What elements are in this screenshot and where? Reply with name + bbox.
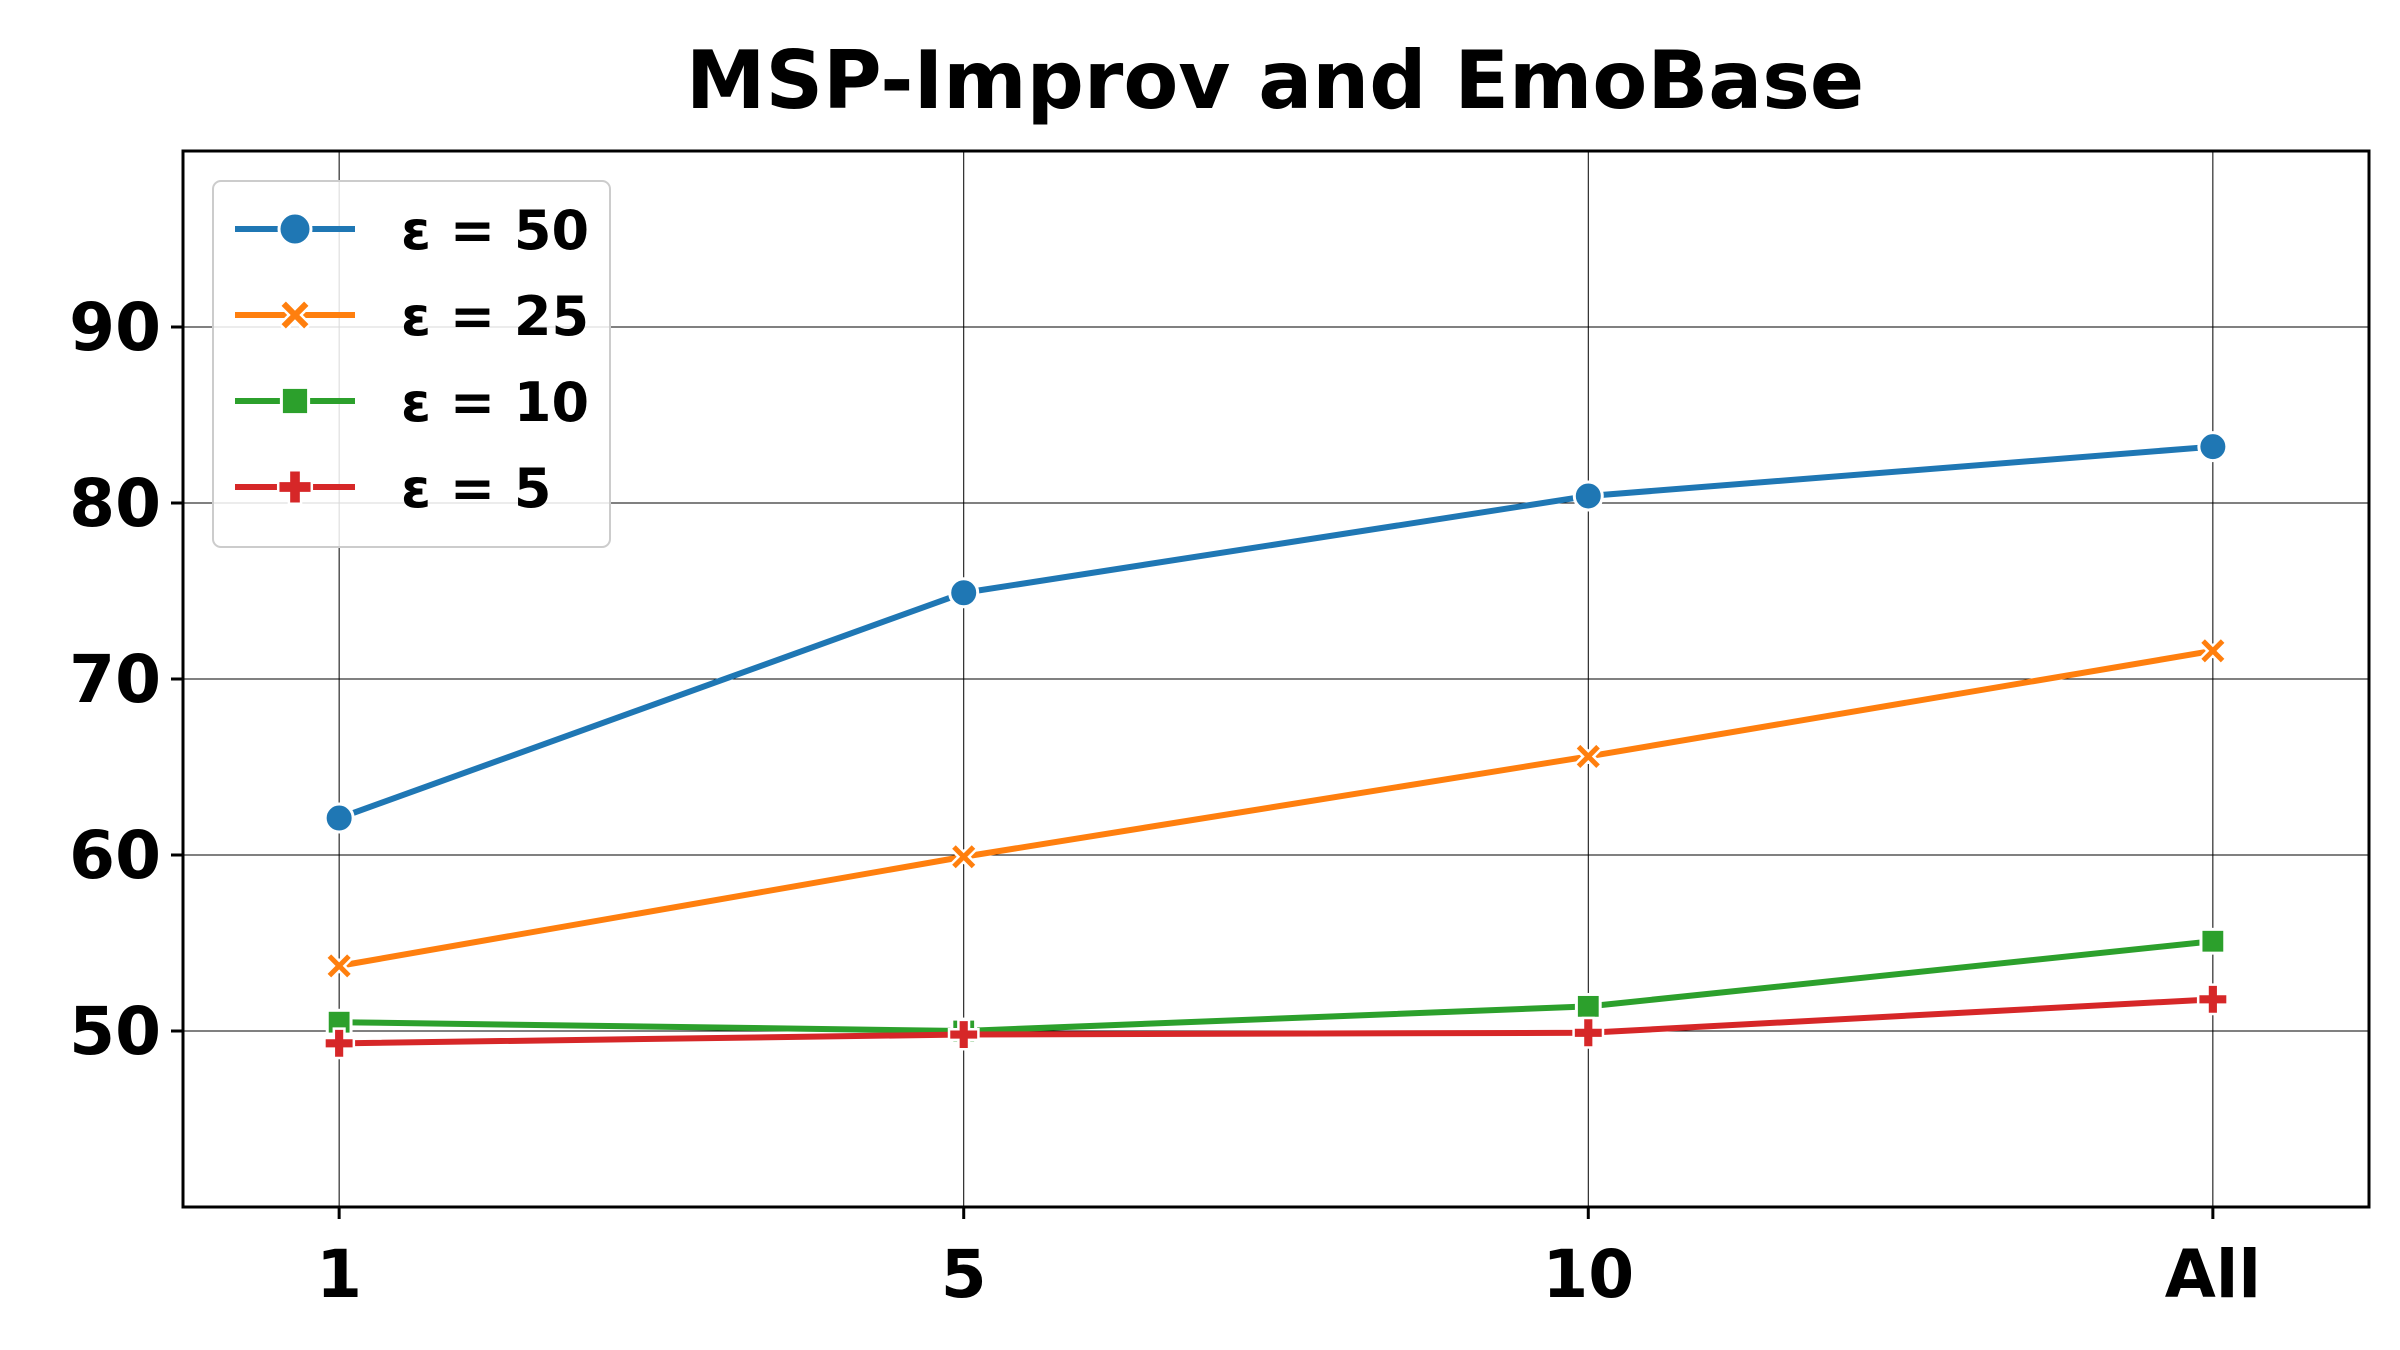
- series: [323, 431, 2229, 834]
- data-point: [323, 802, 355, 834]
- series-line: [336, 443, 2216, 822]
- data-point: [948, 577, 980, 609]
- chart-title: MSP-Improv and EmoBase: [686, 34, 1864, 127]
- data-point: [279, 385, 311, 417]
- series-line: [336, 938, 2216, 1034]
- data-point: [947, 1018, 980, 1051]
- axis-ticks: 1 5 10 All 50 60 70 80 90: [69, 289, 2261, 1313]
- y-tick-label: 70: [69, 641, 161, 718]
- x-tick-label: 1: [316, 1236, 362, 1313]
- legend-label: ε = 25: [401, 285, 589, 348]
- data-point: [276, 468, 314, 506]
- x-tick-label: 5: [941, 1236, 987, 1313]
- legend-entry: ε = 10: [235, 371, 589, 434]
- x-tick-label: 10: [1542, 1236, 1634, 1313]
- data-point: [948, 841, 979, 872]
- legend-label: ε = 10: [401, 371, 589, 434]
- series-line: [336, 996, 2216, 1047]
- data-point: [1574, 992, 1602, 1020]
- data-point: [2197, 431, 2229, 463]
- legend-entry: ε = 5: [235, 457, 551, 520]
- series: [325, 927, 2227, 1045]
- data-point: [1572, 1016, 1605, 1049]
- data-point: [1572, 480, 1604, 512]
- y-tick-label: 90: [69, 289, 161, 366]
- series-lines: [323, 431, 2229, 1060]
- legend-entry: ε = 25: [235, 285, 589, 348]
- legend-label: ε = 5: [401, 457, 551, 520]
- legend-box: [212, 180, 611, 548]
- legend: ε = 50 ε = 25 ε = 10 ε = 5: [212, 180, 611, 548]
- data-point: [324, 950, 355, 981]
- x-tick-label: All: [2165, 1236, 2261, 1313]
- series: [323, 983, 2229, 1060]
- data-point: [2199, 927, 2227, 955]
- plot-frame: [181, 149, 2371, 1209]
- data-point: [277, 211, 313, 247]
- y-tick-label: 50: [69, 993, 161, 1070]
- y-tick-label: 80: [69, 465, 161, 542]
- legend-label: ε = 50: [401, 199, 589, 262]
- data-point: [278, 298, 312, 332]
- y-tick-label: 60: [69, 817, 161, 894]
- data-point: [1573, 741, 1604, 772]
- series-line: [336, 647, 2216, 969]
- data-point: [2196, 983, 2229, 1016]
- data-point: [2197, 635, 2228, 666]
- series: [324, 635, 2228, 981]
- legend-entry: ε = 50: [235, 199, 589, 262]
- data-point: [323, 1027, 356, 1060]
